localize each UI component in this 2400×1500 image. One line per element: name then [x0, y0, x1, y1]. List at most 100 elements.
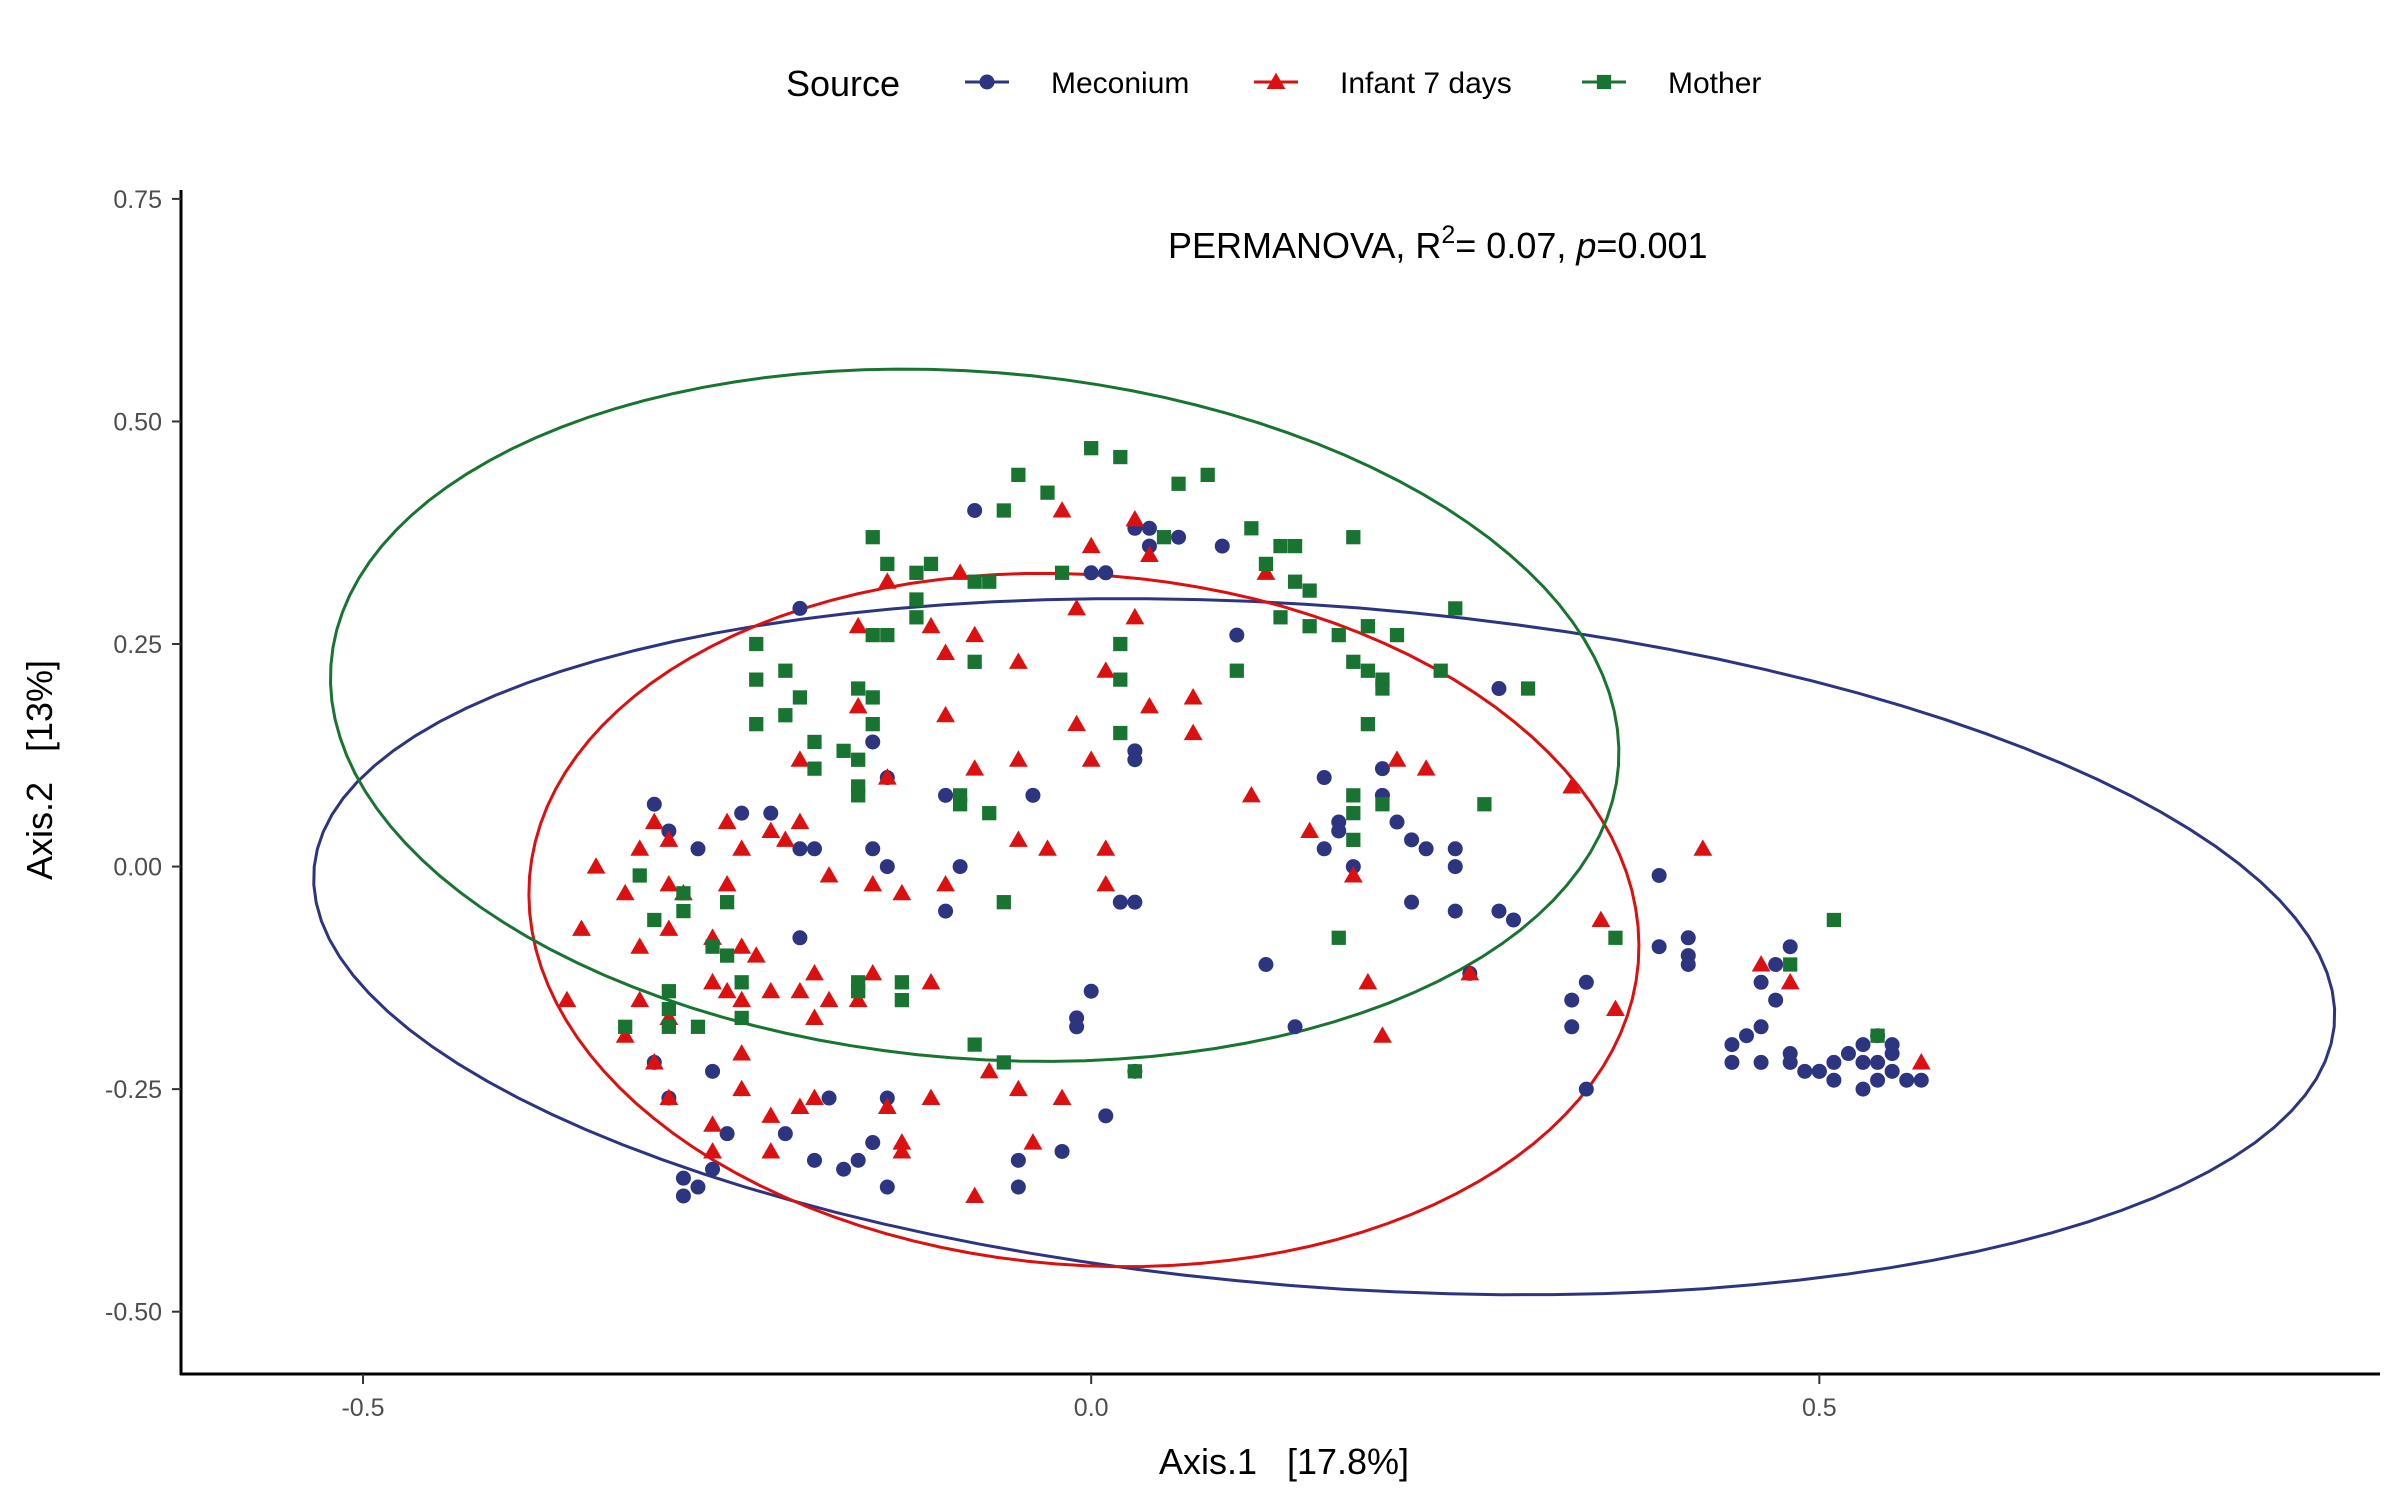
infant-7-days-point	[877, 572, 897, 589]
infant-7-days-point	[1081, 536, 1101, 554]
meconium-point	[1418, 841, 1434, 857]
infant-7-days-point	[761, 821, 781, 838]
infant-7-days-point	[1606, 999, 1625, 1017]
infant-7-days-point	[1096, 875, 1116, 892]
infant-7-days-point	[761, 981, 781, 999]
infant-7-days-point	[863, 875, 883, 892]
mother-point	[1273, 538, 1288, 554]
infant-7-days-point	[1067, 599, 1086, 616]
mother-point	[909, 565, 924, 580]
infant-7-days-point	[557, 990, 577, 1008]
infant-7-days-point	[1183, 688, 1203, 705]
infant-7-days-point	[877, 768, 897, 785]
meconium-point	[879, 859, 895, 875]
meconium-point	[705, 1161, 721, 1177]
meconium-point	[1229, 627, 1245, 643]
infant-7-days-point	[1081, 750, 1101, 767]
mother-point	[952, 788, 968, 803]
mother-point	[851, 984, 866, 999]
legend-entry-meconium: Meconium	[965, 67, 1189, 100]
mother-point	[1171, 476, 1186, 491]
meconium-point	[1098, 565, 1114, 581]
infant-7-days-point	[1067, 714, 1086, 732]
mother-point	[749, 636, 764, 652]
mother-point	[851, 681, 866, 696]
mother-point	[1258, 556, 1274, 572]
mother-point	[1448, 601, 1463, 616]
infant-7-days-point	[1300, 821, 1320, 838]
legend-label: Meconium	[1051, 67, 1189, 100]
meconium-point	[1753, 1019, 1769, 1035]
mother-point	[632, 868, 647, 883]
x-tick-label: 0.0	[1074, 1394, 1109, 1422]
mother-point	[967, 654, 982, 669]
meconium-point	[865, 734, 881, 750]
mother-point	[676, 886, 691, 901]
meconium-point	[1724, 1037, 1740, 1053]
meconium-point	[1316, 770, 1332, 786]
infant-7-days-point	[586, 857, 606, 874]
meconium-point	[1564, 1019, 1580, 1035]
infant-7-days-point	[965, 759, 985, 776]
mother-point	[865, 627, 880, 643]
mother-point	[1375, 681, 1390, 696]
annotation-middle: = 0.07,	[1455, 225, 1576, 266]
infant-7-days-point	[790, 812, 810, 830]
meconium-point	[675, 1188, 691, 1204]
infant-7-days-point	[950, 563, 970, 580]
infant-7-days-point	[1416, 759, 1436, 776]
meconium-point	[690, 841, 706, 857]
mother-point	[894, 992, 909, 1008]
meconium-point	[1506, 912, 1522, 928]
meconium-point	[1010, 1179, 1026, 1195]
infant-7-days-point	[1125, 607, 1145, 625]
infant-7-days-point	[1140, 545, 1159, 563]
legend-entry-mother: Mother	[1582, 67, 1761, 100]
mother-point	[719, 948, 735, 963]
mother-point	[734, 1010, 749, 1026]
infant-7-days-ellipse	[527, 571, 1641, 1269]
mother-point	[1113, 449, 1128, 465]
mother-point	[1113, 636, 1128, 652]
infant-7-days-point	[936, 705, 955, 723]
mother-point	[1287, 574, 1303, 589]
meconium-point	[836, 1161, 852, 1177]
meconium-ellipse	[312, 597, 2337, 1297]
infant-7-days-point	[1387, 750, 1407, 767]
meconium-point	[806, 841, 822, 857]
mother-point	[836, 743, 851, 758]
infant-7-days-point	[717, 981, 737, 999]
infant-7-days-point	[1591, 910, 1611, 928]
infant-7-days-point	[1751, 955, 1771, 972]
infant-7-days-point	[615, 1026, 635, 1043]
infant-7-days-point	[1911, 1053, 1931, 1070]
infant-7-days-point	[1780, 972, 1800, 990]
meconium-point	[1811, 1063, 1827, 1079]
meconium-point	[1141, 520, 1157, 536]
legend-label: Infant 7 days	[1340, 67, 1512, 100]
infant-7-days-point	[1343, 866, 1363, 883]
mother-point	[705, 939, 720, 954]
meconium-point	[1884, 1063, 1900, 1079]
meconium-point	[1753, 1054, 1769, 1070]
infant-7-days-point	[979, 1061, 999, 1079]
infant-7-days-point	[717, 875, 737, 892]
mother-point	[1011, 467, 1026, 482]
meconium-point	[705, 1063, 721, 1079]
meconium-point	[1374, 761, 1390, 777]
infant-7-days-point	[615, 883, 635, 901]
mother-point	[851, 752, 866, 767]
meconium-point	[850, 1152, 866, 1168]
meconium-point	[1404, 832, 1420, 848]
infant-7-days-point	[805, 1088, 824, 1106]
infant-7-days-point	[1358, 972, 1378, 990]
meconium-point	[1564, 992, 1580, 1008]
infant-7-days-point	[1023, 1133, 1043, 1150]
infant-7-days-point	[703, 972, 722, 990]
meconium-point	[1025, 787, 1041, 803]
mother-point	[807, 734, 822, 750]
meconium-point	[1651, 867, 1667, 883]
mother-point	[807, 761, 822, 776]
meconium-point	[1782, 1054, 1798, 1070]
